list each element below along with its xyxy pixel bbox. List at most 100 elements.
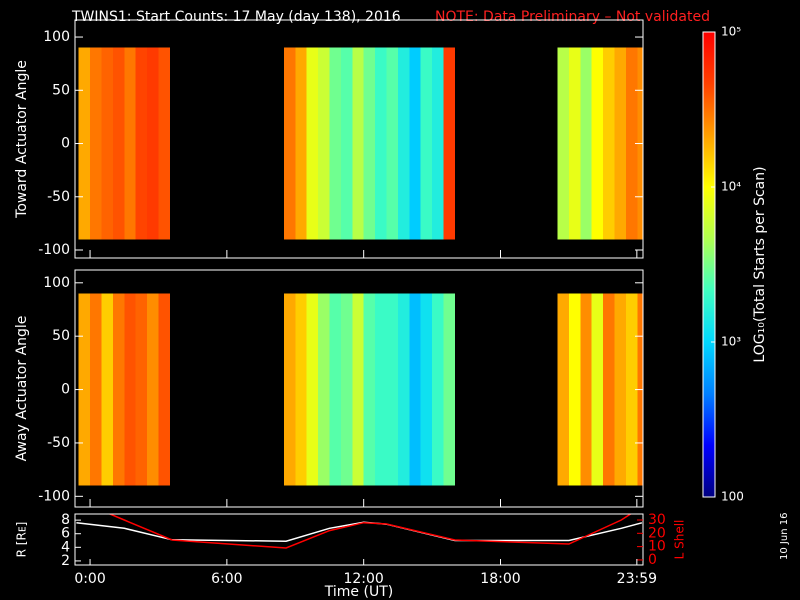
heatmap: [78, 47, 643, 240]
y-tick-label: 50: [52, 328, 70, 344]
y-axis-label: Away Actuator Angle: [14, 316, 30, 462]
y2-tick-label: 0: [648, 552, 657, 568]
y2-tick-label: 10: [648, 539, 666, 555]
x-tick-label: 0:00: [74, 571, 105, 587]
heatmap-cell: [78, 47, 91, 240]
heatmap-cell: [112, 293, 125, 486]
y-tick-label: -50: [47, 189, 70, 205]
heatmap-cell: [591, 47, 604, 240]
heatmap-cell: [625, 47, 638, 240]
heatmap-cell: [614, 293, 627, 486]
y-tick-label: 2: [61, 553, 70, 569]
heatmap-cell: [557, 47, 570, 240]
y-tick-label: 6: [61, 526, 70, 542]
chart-title: TWINS1: Start Counts: 17 May (day 138), …: [71, 9, 401, 25]
colorbar-tick-label: 100: [721, 490, 744, 504]
y-axis-label: Toward Actuator Angle: [14, 60, 30, 219]
heatmap-cell: [147, 47, 159, 240]
data-line: [107, 514, 632, 549]
heatmap-cell: [90, 293, 102, 486]
colorbar-tick-label: 10⁵: [721, 25, 741, 39]
heatmap-cell: [78, 293, 91, 486]
heatmap-cell: [375, 47, 387, 240]
heatmap-cell: [158, 293, 171, 486]
y-tick-label: 100: [43, 275, 70, 291]
heatmap-cell: [158, 47, 171, 240]
heatmap-cell: [443, 47, 456, 240]
x-tick-label: 6:00: [211, 571, 242, 587]
heatmap-cell: [352, 47, 364, 240]
heatmap-cell: [580, 293, 592, 486]
heatmap-cell: [306, 293, 319, 486]
heatmap-cell: [283, 47, 296, 240]
heatmap-cell: [101, 293, 114, 486]
heatmap-cell: [124, 47, 136, 240]
heatmap-cell: [420, 47, 433, 240]
y-tick-label: 0: [61, 382, 70, 398]
heatmap-cell: [318, 47, 330, 240]
y-tick-label: 8: [61, 512, 70, 528]
heatmap-cell: [363, 293, 376, 486]
y-tick-label: -50: [47, 435, 70, 451]
heatmap-cell: [147, 293, 159, 486]
colorbar-label: LOG₁₀(Total Starts per Scan): [752, 166, 768, 362]
y-tick-label: -100: [38, 488, 70, 504]
heatmap-cell: [432, 47, 444, 240]
y-axis-label: R [Rᴇ]: [15, 522, 29, 558]
heatmap-cell: [352, 293, 364, 486]
chart-note: NOTE: Data Preliminary – Not validated: [435, 9, 710, 25]
heatmap-cell: [90, 47, 102, 240]
heatmap-cell: [386, 293, 399, 486]
heatmap-cell: [101, 47, 114, 240]
colorbar-tick-label: 10⁴: [721, 180, 741, 194]
heatmap-cell: [124, 293, 136, 486]
plot-frame: [74, 513, 644, 566]
plot-frame: [74, 269, 644, 508]
heatmap-cell: [625, 293, 638, 486]
x-tick-label: 12:00: [343, 571, 383, 587]
heatmap-cell: [443, 293, 456, 486]
heatmap-cell: [603, 293, 615, 486]
heatmap-cell: [397, 47, 410, 240]
colorbar: [702, 31, 716, 498]
heatmap-cell: [375, 293, 387, 486]
heatmap-cell: [306, 47, 319, 240]
x-axis-label: Time (UT): [324, 584, 393, 600]
heatmap-cell: [591, 293, 604, 486]
heatmap-cell: [420, 293, 433, 486]
heatmap-cell: [135, 47, 148, 240]
heatmap-cell: [329, 293, 342, 486]
y-tick-label: 0: [61, 136, 70, 152]
y-tick-label: 50: [52, 82, 70, 98]
y-tick-label: 4: [61, 539, 70, 555]
heatmap-cell: [580, 47, 592, 240]
heatmap-cell: [329, 47, 342, 240]
heatmap-cell: [283, 293, 296, 486]
heatmap-cell: [135, 293, 148, 486]
heatmap-cell: [568, 293, 581, 486]
heatmap-cell: [409, 47, 421, 240]
y2-tick-label: 20: [648, 525, 666, 541]
lines: [76, 514, 643, 549]
heatmap-cell: [295, 293, 307, 486]
heatmap-cell: [386, 47, 399, 240]
heatmap-cell: [340, 293, 353, 486]
heatmap-cell: [409, 293, 421, 486]
x-tick-label: 18:00: [480, 571, 520, 587]
colorbar-tick-label: 10³: [721, 335, 741, 349]
heatmap: [78, 293, 643, 486]
y2-tick-label: 30: [648, 512, 666, 528]
heatmap-cell: [614, 47, 627, 240]
heatmap-cell: [340, 47, 353, 240]
x-tick-label: 23:59: [617, 571, 657, 587]
y2-axis-label: L Shell: [673, 520, 687, 560]
y-tick-label: -100: [38, 242, 70, 258]
heatmap-cell: [432, 293, 444, 486]
heatmap-cell: [557, 293, 570, 486]
heatmap-cell: [397, 293, 410, 486]
y-tick-label: 100: [43, 29, 70, 45]
heatmap-cell: [112, 47, 125, 240]
heatmap-cell: [363, 47, 376, 240]
